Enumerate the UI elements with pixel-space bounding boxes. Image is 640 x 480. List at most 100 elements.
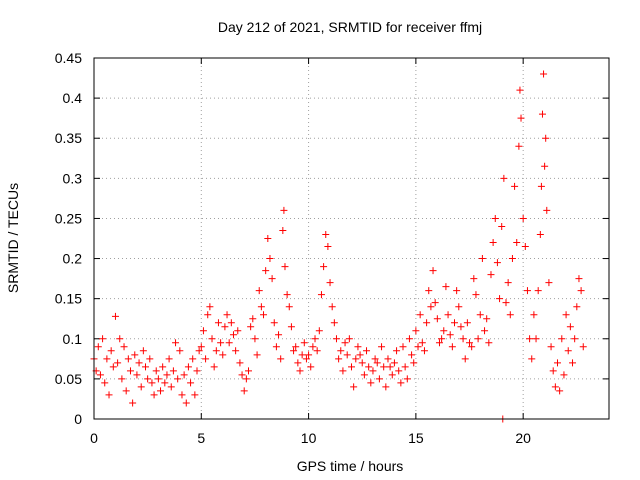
data-point bbox=[236, 359, 244, 367]
data-point bbox=[262, 267, 270, 275]
data-point bbox=[506, 311, 514, 319]
data-point bbox=[348, 363, 355, 371]
data-point bbox=[427, 303, 435, 311]
data-point bbox=[380, 363, 388, 371]
data-point bbox=[569, 359, 577, 367]
data-point bbox=[320, 263, 328, 271]
data-point bbox=[154, 375, 162, 383]
data-point bbox=[408, 351, 416, 359]
data-point bbox=[133, 371, 141, 379]
data-point bbox=[150, 391, 158, 399]
y-tick-label: 0.1 bbox=[63, 331, 83, 347]
data-point bbox=[382, 383, 390, 391]
data-point bbox=[176, 347, 184, 355]
data-point bbox=[543, 206, 551, 214]
data-point bbox=[219, 351, 227, 359]
data-point bbox=[431, 299, 439, 307]
data-point bbox=[425, 287, 433, 295]
data-point bbox=[483, 315, 491, 323]
data-point bbox=[375, 375, 383, 383]
data-point bbox=[208, 335, 216, 343]
data-point bbox=[551, 383, 559, 391]
data-point bbox=[116, 335, 124, 343]
y-tick-label: 0.4 bbox=[63, 90, 83, 106]
data-point bbox=[165, 355, 173, 363]
data-point bbox=[573, 303, 581, 311]
data-point bbox=[257, 303, 265, 311]
data-point bbox=[566, 323, 574, 331]
data-point bbox=[118, 375, 126, 383]
data-point bbox=[111, 312, 119, 320]
x-tick-label: 5 bbox=[197, 430, 205, 446]
data-point bbox=[339, 367, 347, 375]
data-point bbox=[126, 367, 134, 375]
data-point bbox=[167, 383, 175, 391]
data-point bbox=[255, 287, 263, 295]
data-point bbox=[556, 387, 564, 395]
y-axis-label: SRMTID / TECUs bbox=[5, 183, 21, 293]
data-point bbox=[528, 355, 536, 363]
data-point bbox=[184, 363, 192, 371]
data-point bbox=[515, 142, 523, 150]
y-tick-label: 0.05 bbox=[55, 371, 82, 387]
data-point bbox=[545, 279, 553, 287]
data-point bbox=[225, 339, 233, 347]
data-point bbox=[360, 371, 368, 379]
data-point bbox=[311, 335, 319, 343]
data-point bbox=[571, 335, 579, 343]
data-point bbox=[491, 214, 499, 222]
data-point bbox=[393, 347, 401, 355]
data-point bbox=[302, 355, 310, 363]
data-point bbox=[122, 387, 130, 395]
data-point bbox=[534, 287, 542, 295]
data-point bbox=[463, 319, 471, 327]
data-point bbox=[217, 339, 225, 347]
data-point bbox=[416, 311, 424, 319]
data-point bbox=[577, 287, 585, 295]
plot-frame bbox=[93, 57, 610, 420]
data-point bbox=[240, 387, 248, 395]
y-tick-label: 0 bbox=[74, 411, 82, 427]
data-point bbox=[367, 379, 375, 387]
data-point bbox=[481, 327, 489, 335]
data-point bbox=[549, 367, 557, 375]
data-point bbox=[283, 291, 291, 299]
data-point bbox=[238, 371, 246, 379]
data-point bbox=[540, 70, 548, 78]
data-point bbox=[187, 379, 195, 387]
data-point bbox=[146, 355, 154, 363]
data-point bbox=[350, 383, 358, 391]
data-point bbox=[275, 331, 283, 339]
data-point bbox=[558, 335, 566, 343]
data-point bbox=[395, 367, 403, 375]
data-point bbox=[472, 291, 480, 299]
data-point bbox=[537, 182, 545, 190]
data-point bbox=[137, 383, 145, 391]
data-point bbox=[277, 355, 285, 363]
data-point bbox=[448, 343, 456, 351]
data-point bbox=[109, 363, 117, 371]
y-tick-label: 0.15 bbox=[55, 291, 82, 307]
data-point bbox=[107, 347, 115, 355]
data-point bbox=[139, 347, 147, 355]
data-point bbox=[99, 335, 107, 343]
y-tick-label: 0.35 bbox=[55, 130, 82, 146]
data-point bbox=[410, 359, 418, 367]
x-axis-label: GPS time / hours bbox=[297, 458, 404, 474]
data-point bbox=[161, 379, 169, 387]
data-point bbox=[444, 311, 452, 319]
data-point bbox=[245, 367, 252, 375]
data-point bbox=[322, 230, 330, 238]
data-point bbox=[358, 359, 366, 367]
data-point bbox=[343, 351, 351, 359]
data-point bbox=[536, 230, 544, 238]
data-point bbox=[234, 327, 242, 335]
data-point bbox=[249, 315, 257, 323]
data-point bbox=[114, 359, 122, 367]
data-point bbox=[457, 323, 465, 331]
data-point bbox=[440, 327, 448, 335]
data-point bbox=[206, 303, 214, 311]
data-point bbox=[476, 311, 484, 319]
data-point bbox=[388, 371, 396, 379]
